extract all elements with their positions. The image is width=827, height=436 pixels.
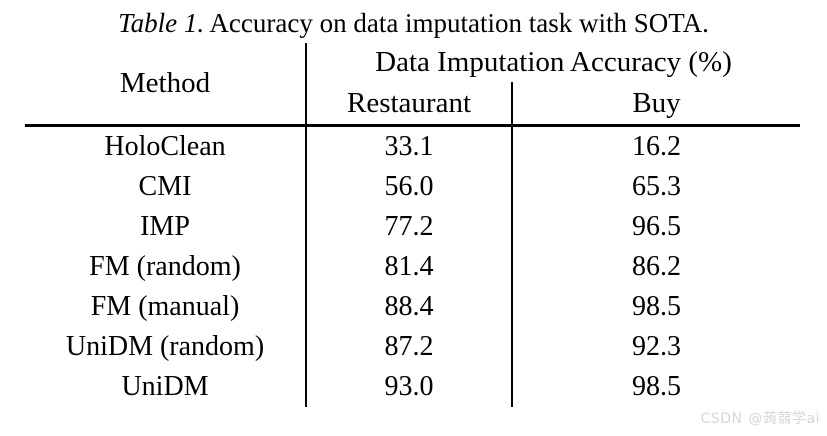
restaurant-value: 87.2 — [306, 327, 513, 367]
restaurant-value: 81.4 — [306, 247, 513, 287]
col-header-restaurant: Restaurant — [306, 82, 513, 127]
table-row-imp: IMP 77.2 96.5 — [25, 207, 800, 247]
table-row-unidm: UniDM 93.0 98.5 — [25, 367, 800, 407]
restaurant-value: 77.2 — [306, 207, 513, 247]
results-table: Method Data Imputation Accuracy (%) Rest… — [25, 43, 800, 407]
method-cell: HoloClean — [25, 125, 307, 167]
buy-value: 65.3 — [632, 171, 681, 202]
method-cell: FM (random) — [25, 247, 307, 287]
watermark-brand: CSDN — [700, 411, 743, 427]
buy-value: 98.5 — [632, 371, 681, 402]
header-row-1: Method Data Imputation Accuracy (%) — [25, 43, 800, 127]
restaurant-value: 93.0 — [306, 367, 513, 407]
method-cell: FM (manual) — [25, 287, 307, 327]
restaurant-value: 88.4 — [306, 287, 513, 327]
watermark-handle: @蒟蒻学ai — [748, 411, 820, 427]
restaurant-value: 56.0 — [306, 167, 513, 207]
caption-label: Table 1. — [118, 8, 205, 38]
method-cell: UniDM — [25, 367, 307, 407]
buy-value: 96.5 — [632, 211, 681, 242]
col-header-method: Method — [25, 43, 307, 127]
table-caption: Table 1. Accuracy on data imputation tas… — [0, 5, 827, 41]
buy-value: 16.2 — [632, 131, 681, 162]
table-row-holoclean: HoloClean 33.1 16.2 — [25, 125, 800, 167]
table-row-unidm-random: UniDM (random) 87.2 92.3 — [25, 327, 800, 367]
restaurant-value: 33.1 — [306, 125, 513, 167]
buy-value: 92.3 — [632, 331, 681, 362]
header-row-2: Restaurant Buy — [25, 82, 800, 127]
method-cell: IMP — [25, 207, 307, 247]
table-row-fm-manual: FM (manual) 88.4 98.5 — [25, 287, 800, 327]
caption-text: Accuracy on data imputation task with SO… — [209, 8, 709, 38]
col-header-buy: Buy — [512, 82, 800, 127]
table-row-cmi: CMI 56.0 65.3 — [25, 167, 800, 207]
method-cell: UniDM (random) — [25, 327, 307, 367]
buy-value: 86.2 — [632, 251, 681, 282]
buy-value: 98.5 — [632, 291, 681, 322]
method-cell: CMI — [25, 167, 307, 207]
col-header-accuracy-group: Data Imputation Accuracy (%) — [375, 46, 732, 78]
csdn-watermark: CSDN @蒟蒻学ai — [701, 408, 820, 428]
table-row-fm-random: FM (random) 81.4 86.2 — [25, 247, 800, 287]
